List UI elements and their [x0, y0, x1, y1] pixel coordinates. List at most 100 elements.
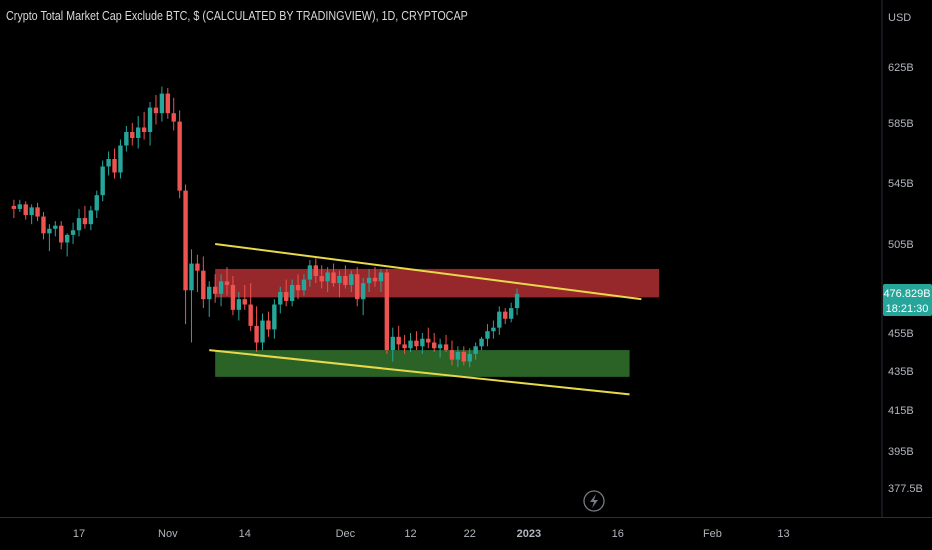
candle	[449, 340, 455, 366]
candle	[497, 306, 502, 335]
candle	[23, 201, 28, 220]
candle	[307, 260, 313, 287]
price-tick: 377.5B	[888, 483, 923, 495]
candle	[177, 110, 182, 199]
candle	[59, 221, 64, 250]
time-axis[interactable]: 17 Nov 14 Dec 12 22 2023 16 Feb 13	[73, 528, 790, 540]
candle	[112, 148, 117, 179]
candle	[124, 126, 129, 152]
candle	[426, 327, 431, 349]
candle	[331, 263, 336, 287]
candle	[508, 302, 514, 323]
candle	[218, 274, 224, 307]
candle	[514, 288, 520, 316]
candle	[349, 270, 354, 293]
candle	[147, 102, 153, 146]
candle	[372, 267, 378, 287]
price-tick: 545B	[888, 178, 914, 190]
candle	[82, 205, 88, 229]
candle	[183, 184, 188, 325]
candle	[479, 336, 484, 351]
time-tick: 13	[777, 528, 789, 540]
candle	[35, 202, 40, 222]
candle	[473, 342, 478, 360]
candle	[408, 333, 413, 352]
candle	[64, 233, 70, 257]
candle	[343, 265, 348, 289]
candle	[100, 160, 105, 202]
price-label-box	[883, 284, 932, 316]
candle	[396, 325, 401, 351]
candle	[29, 204, 34, 225]
candle	[437, 338, 443, 358]
candle	[443, 334, 449, 352]
price-tick: 585B	[888, 118, 914, 130]
candle	[432, 333, 437, 352]
candle	[41, 211, 46, 240]
candle	[272, 299, 277, 339]
time-tick: 17	[73, 528, 85, 540]
candle	[420, 333, 425, 354]
price-tick: 395B	[888, 446, 914, 458]
candle	[236, 292, 242, 321]
candle	[76, 208, 82, 237]
candle	[88, 205, 94, 231]
candle	[165, 88, 170, 119]
candle	[266, 311, 271, 337]
candle	[17, 199, 22, 212]
candle	[47, 224, 52, 252]
candle	[171, 97, 176, 131]
candle	[414, 331, 419, 351]
candle	[118, 139, 123, 179]
price-tick: 415B	[888, 405, 914, 417]
time-tick: 22	[464, 528, 476, 540]
time-tick: 16	[612, 528, 624, 540]
candle	[390, 327, 395, 362]
candle	[313, 258, 318, 284]
upper-trendline[interactable]	[215, 243, 642, 301]
time-tick: Nov	[158, 528, 178, 540]
candle	[224, 267, 230, 296]
candle	[248, 283, 253, 332]
candle	[378, 268, 384, 293]
candle	[325, 267, 330, 293]
candle	[195, 254, 200, 293]
time-tick: 14	[239, 528, 251, 540]
price-tick: 435B	[888, 366, 914, 378]
candle	[201, 256, 206, 309]
price-tick: 455B	[888, 328, 914, 340]
candle	[153, 95, 159, 125]
price-label-countdown: 18:21:30	[886, 303, 929, 315]
candle	[94, 190, 99, 219]
candle	[319, 265, 324, 289]
candles-layer	[11, 86, 520, 368]
lightning-icon[interactable]	[583, 490, 605, 512]
currency-label: USD	[888, 12, 911, 24]
trendlines-layer	[209, 243, 642, 396]
candle	[159, 86, 165, 122]
candle	[384, 268, 390, 354]
price-label-value: 476.829B	[883, 288, 930, 300]
price-axis[interactable]: 625B 585B 545B 505B 455B 435B 415B 395B 377.5B	[888, 62, 923, 495]
candle	[503, 308, 508, 325]
time-tick: 2023	[517, 528, 541, 540]
candle	[189, 249, 194, 343]
time-tick: Dec	[336, 528, 356, 540]
candle	[212, 274, 218, 303]
candle	[53, 221, 58, 237]
candle	[70, 222, 76, 244]
price-label: 476.829B 18:21:30	[883, 284, 932, 316]
price-tick: 505B	[888, 239, 914, 251]
candle	[289, 279, 295, 307]
candle	[141, 111, 147, 140]
candle	[355, 267, 360, 307]
candle	[11, 199, 17, 219]
candle	[254, 306, 259, 352]
candle	[360, 277, 366, 316]
lower-trendline[interactable]	[209, 349, 630, 396]
candle	[278, 286, 283, 314]
candle	[402, 334, 407, 354]
candle	[337, 270, 342, 298]
candle	[130, 123, 135, 146]
